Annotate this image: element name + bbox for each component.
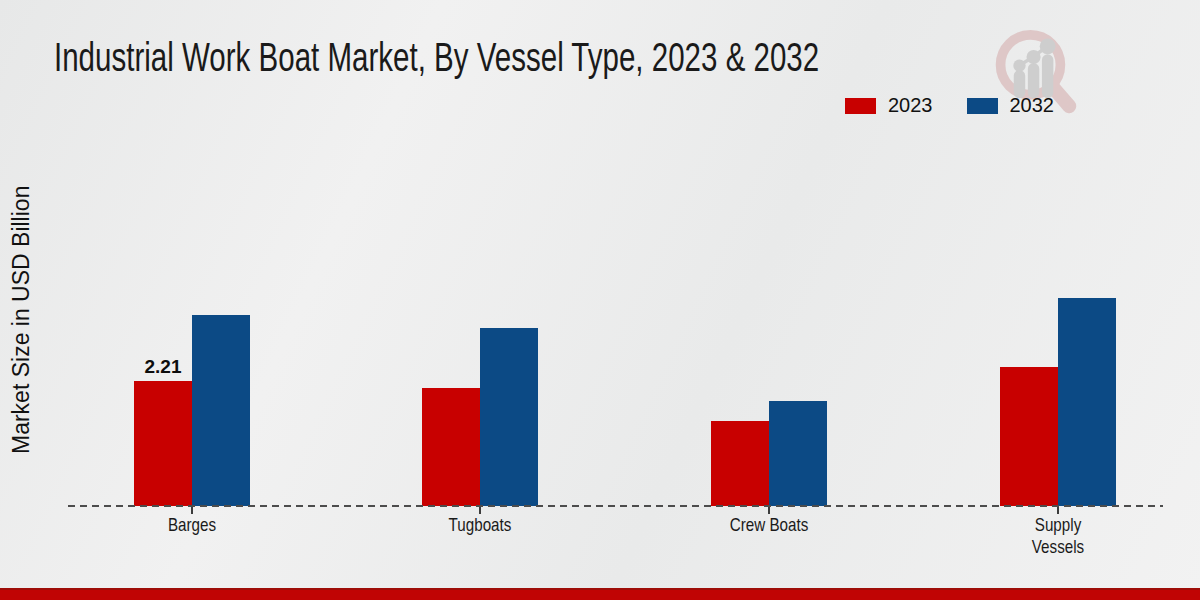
legend-item-2023: 2023: [845, 94, 933, 117]
category-label-barges: Barges: [136, 514, 248, 536]
x-tick-crew-boats: [768, 506, 770, 514]
bar-2032-barges: [192, 315, 250, 506]
bar-2032-supply-vessels: [1058, 298, 1116, 506]
legend-label-2023: 2023: [888, 94, 933, 117]
x-tick-barges: [191, 506, 193, 514]
chart-title: Industrial Work Boat Market, By Vessel T…: [54, 34, 819, 81]
category-label-tugboats: Tugboats: [424, 514, 536, 536]
x-tick-supply-vessels: [1057, 506, 1059, 514]
legend-swatch-2032: [967, 98, 998, 114]
chart-canvas: Industrial Work Boat Market, By Vessel T…: [0, 0, 1200, 600]
category-label-crew-boats: Crew Boats: [713, 514, 825, 536]
data-label-2023-barges: 2.21: [134, 356, 192, 378]
category-label-supply-vessels: Supply Vessels: [1002, 514, 1114, 558]
x-axis-dashed-baseline: [68, 505, 1163, 507]
legend: 2023 2032: [845, 94, 1054, 117]
bar-chart-plot-area: 2.21 Barges Tugboats Crew Boats Supply Vesse…: [0, 0, 1200, 600]
footer-accent-bar: [0, 588, 1200, 600]
bar-2032-crew-boats: [769, 401, 827, 506]
bar-2023-crew-boats: [711, 421, 769, 506]
y-axis-label: Market Size in USD Billion: [4, 152, 38, 488]
x-tick-tugboats: [479, 506, 481, 514]
bar-2023-tugboats: [422, 388, 480, 506]
bar-2023-barges: [134, 381, 192, 506]
bar-2023-supply-vessels: [1000, 367, 1058, 506]
bar-2032-tugboats: [480, 328, 538, 506]
legend-swatch-2023: [845, 98, 876, 114]
legend-label-2032: 2032: [1010, 94, 1055, 117]
legend-item-2032: 2032: [967, 94, 1055, 117]
